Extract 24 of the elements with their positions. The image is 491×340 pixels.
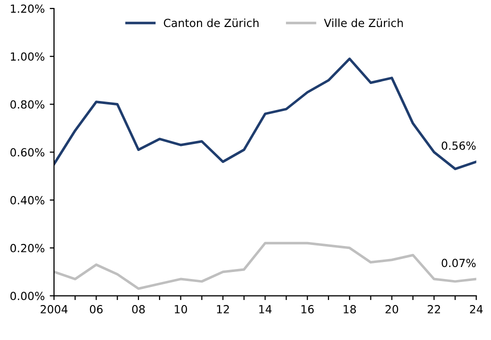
y-tick-label: 0.60%: [10, 148, 44, 157]
x-tick-label: 10: [174, 305, 188, 314]
annotation: 0.56%: [442, 141, 476, 150]
line-series: [54, 242, 476, 290]
line-series: [54, 58, 476, 170]
x-tick-label: 06: [90, 305, 103, 314]
y-tick-label: 0.40%: [10, 196, 44, 204]
x-tick-label: 14: [259, 305, 272, 314]
x-tick-label: 2004: [40, 305, 68, 314]
x-tick-label: 08: [132, 305, 145, 314]
y-tick-label: 0.20%: [10, 244, 44, 252]
legend-label: Ville de Zürich: [324, 18, 403, 28]
y-tick-label: 1.00%: [10, 52, 44, 61]
x-tick-label: 24: [470, 305, 483, 314]
x-tick-label: 20: [386, 305, 398, 314]
legend-label: Canton de Zürich: [164, 18, 258, 28]
y-tick-label: 0.80%: [10, 100, 44, 109]
x-tick-label: 22: [428, 305, 440, 314]
x-tick-label: 18: [344, 305, 356, 314]
y-tick-label: 1.20%: [10, 4, 44, 13]
y-tick-label: 0.00%: [10, 292, 44, 300]
x-tick-label: 12: [217, 305, 229, 314]
x-tick-label: 16: [302, 305, 314, 314]
annotation: 0.07%: [442, 258, 476, 268]
